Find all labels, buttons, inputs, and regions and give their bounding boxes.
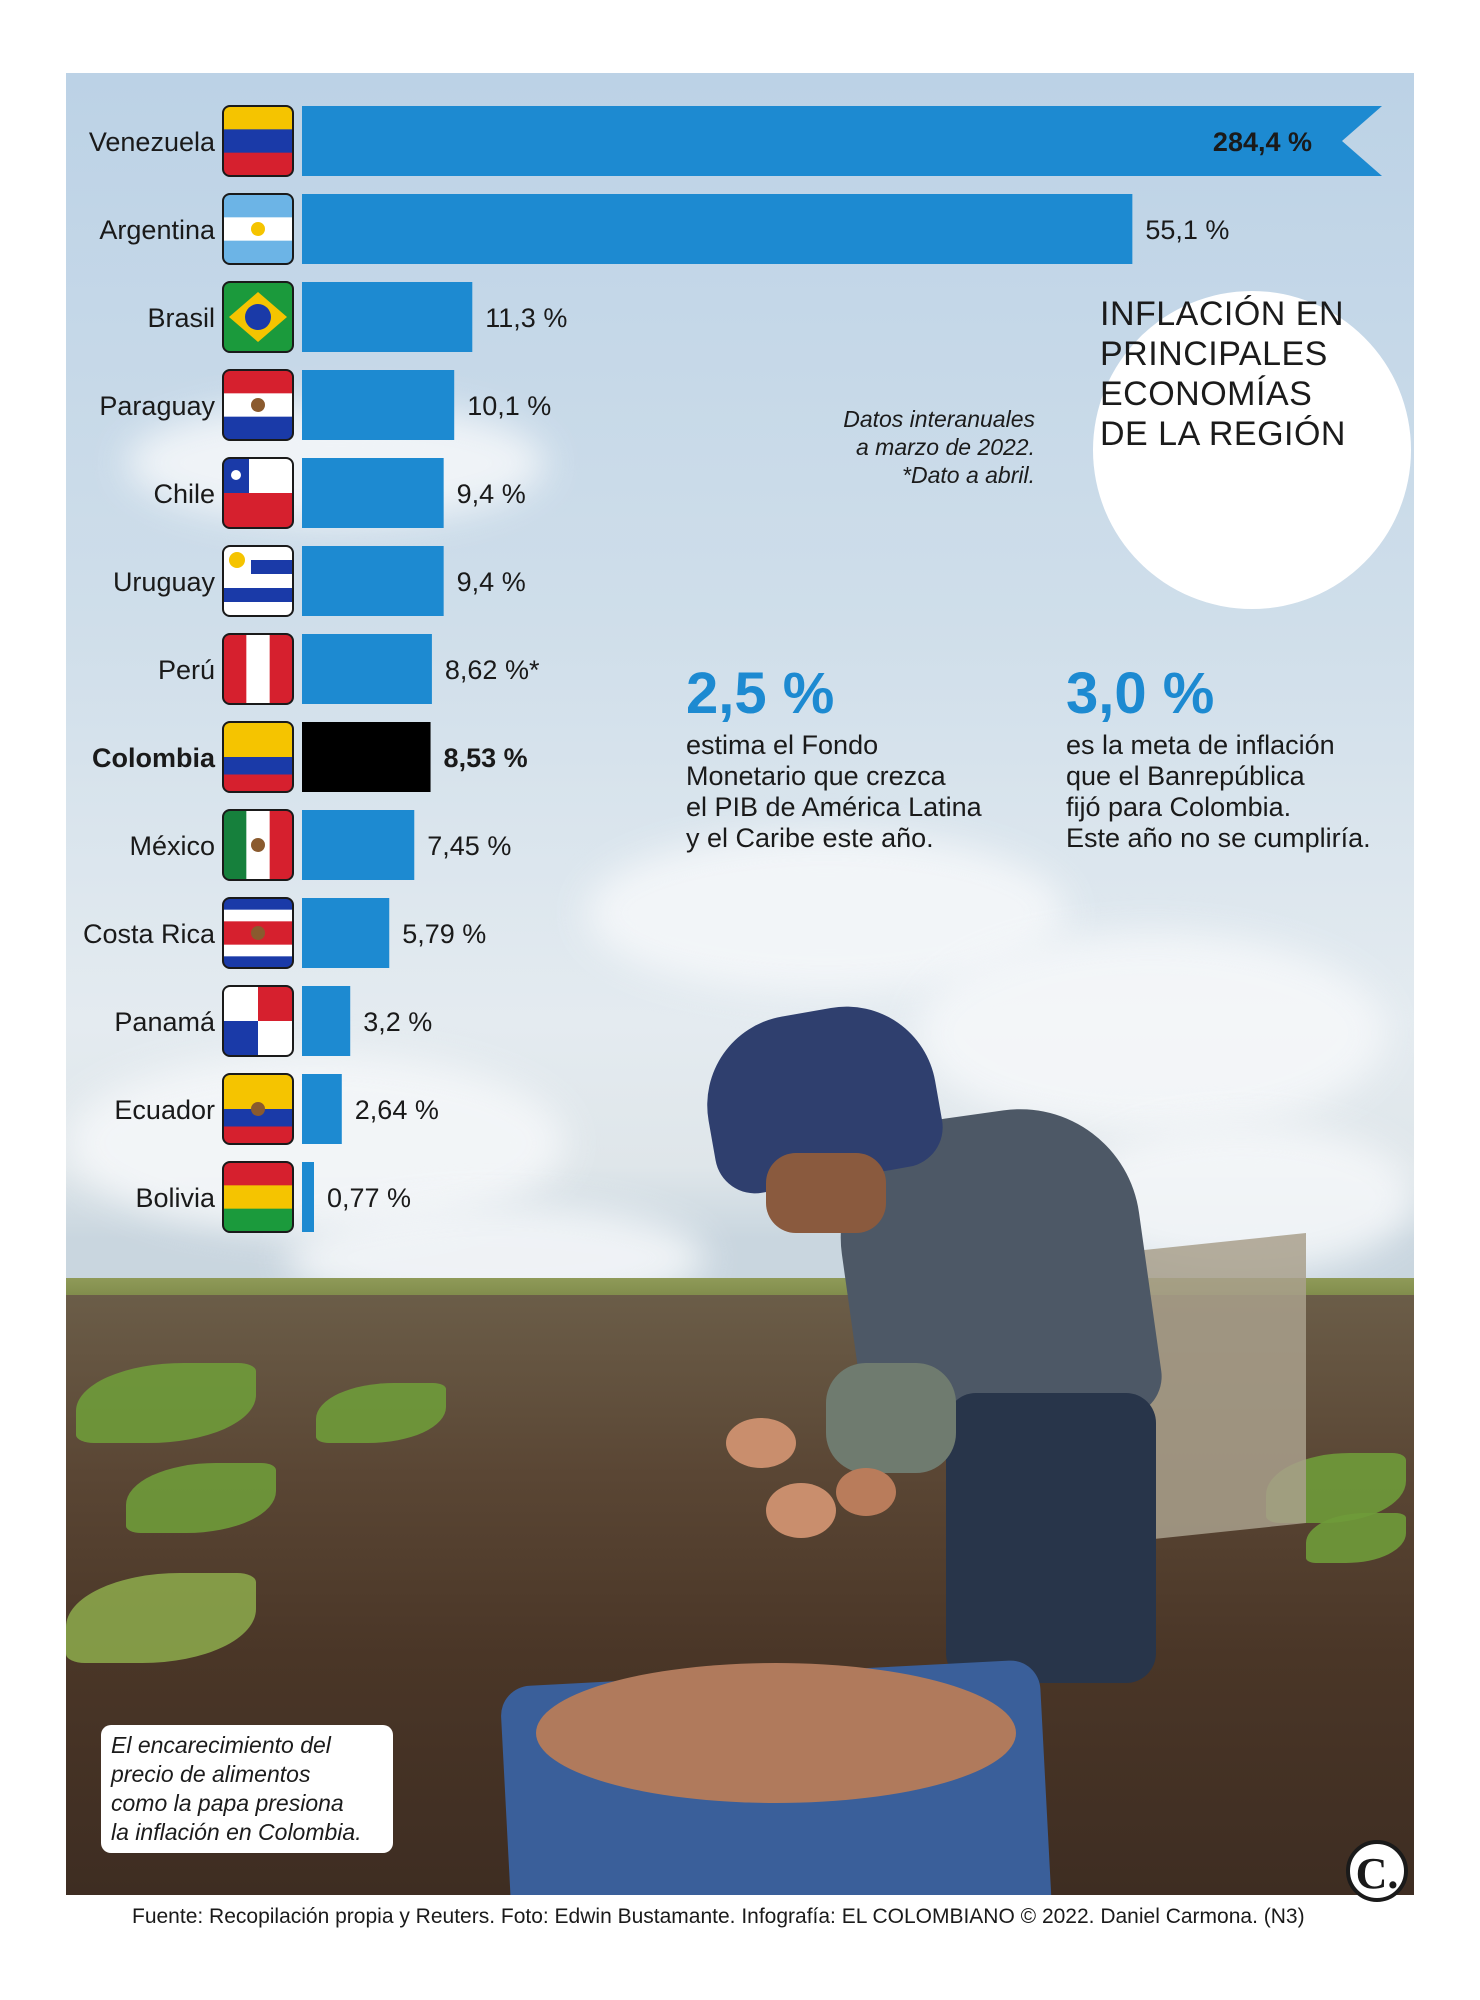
ecuador-flag: [222, 1073, 294, 1145]
chart-title-line: ECONOMÍAS: [1100, 375, 1313, 413]
value-label: 7,45 %: [427, 831, 511, 861]
photo-worker-legs: [946, 1393, 1156, 1683]
peru-flag: [222, 633, 294, 705]
value-label: 9,4 %: [457, 567, 526, 597]
value-label: 8,53 %: [444, 743, 528, 773]
venezuela-flag: [222, 105, 294, 177]
country-label: Paraguay: [99, 391, 215, 421]
bar: [302, 106, 1382, 176]
stat-line: Monetario que crezca: [686, 761, 946, 791]
stat-line: es la meta de inflación: [1066, 730, 1335, 760]
argentina-flag: [222, 193, 294, 265]
stat-line: estima el Fondo: [686, 730, 879, 760]
photo-worker-glove: [826, 1363, 956, 1473]
stat-target-value: 3,0 %: [1066, 661, 1215, 726]
stat-line: que el Banrepública: [1066, 761, 1305, 791]
bar: [302, 1074, 342, 1144]
stat-gdp-value: 2,5 %: [686, 661, 835, 726]
paraguay-flag: [222, 369, 294, 441]
chart-title: INFLACIÓN EN PRINCIPALES ECONOMÍAS DE LA…: [1100, 294, 1360, 454]
source-credit: Fuente: Recopilación propia y Reuters. F…: [132, 1905, 1305, 1928]
chart-title-line: INFLACIÓN EN: [1100, 295, 1345, 333]
value-label: 10,1 %: [467, 391, 551, 421]
bar: [302, 634, 432, 704]
bar: [302, 282, 473, 352]
country-label: Uruguay: [113, 567, 216, 597]
photo-potato: [766, 1483, 836, 1538]
stat-gdp-text: estima el Fondo Monetario que crezca el …: [686, 730, 982, 854]
value-label: 9,4 %: [457, 479, 526, 509]
bar: [302, 722, 431, 792]
stat-line: Este año no se cumpliría.: [1066, 823, 1371, 853]
mexico-flag: [222, 809, 294, 881]
country-label: Brasil: [147, 303, 215, 333]
value-label: 55,1 %: [1145, 215, 1229, 245]
bar: [302, 370, 455, 440]
infographic-panel: Venezuela 284,4 % Argentina 55,1 % Brasil 11,…: [66, 73, 1414, 1895]
country-label: Colombia: [92, 743, 216, 773]
country-label: Bolivia: [135, 1183, 216, 1213]
photo-caption: El encarecimiento del precio de alimento…: [101, 1725, 393, 1853]
costa-rica-flag: [222, 897, 294, 969]
caption-line: precio de alimentos: [111, 1761, 311, 1787]
stat-line: fijó para Colombia.: [1066, 792, 1292, 822]
country-label: Chile: [153, 479, 215, 509]
value-label: 0,77 %: [327, 1183, 411, 1213]
cloud: [916, 933, 1386, 1133]
note-line: a marzo de 2022.: [855, 434, 1035, 460]
country-label: Argentina: [99, 215, 216, 245]
value-label: 3,2 %: [363, 1007, 432, 1037]
stat-line: y el Caribe este año.: [686, 823, 934, 853]
country-label: Perú: [158, 655, 215, 685]
bar: [302, 458, 444, 528]
bar: [302, 1162, 314, 1232]
brasil-flag: [222, 281, 294, 353]
panama-flag: [222, 985, 294, 1057]
caption-line: como la papa presiona: [111, 1790, 344, 1816]
note-line: Datos interanuales: [843, 406, 1035, 432]
value-label: 11,3 %: [485, 303, 567, 333]
value-label: 5,79 %: [402, 919, 486, 949]
value-label: 284,4 %: [1213, 127, 1312, 157]
note-line: *Dato a abril.: [902, 462, 1035, 488]
country-label: Costa Rica: [83, 919, 216, 949]
chart-title-line: DE LA REGIÓN: [1100, 415, 1346, 453]
chart-title-line: PRINCIPALES: [1100, 335, 1328, 373]
country-label: Panamá: [114, 1007, 216, 1037]
photo-worker-face: [766, 1153, 886, 1233]
stat-line: el PIB de América Latina: [686, 792, 982, 822]
uruguay-flag: [222, 545, 294, 617]
bar: [302, 194, 1133, 264]
stat-target-text: es la meta de inflación que el Banrepúbl…: [1066, 730, 1371, 854]
title-circle: [1093, 291, 1411, 609]
country-label: Ecuador: [114, 1095, 215, 1125]
value-label: 8,62 %*: [445, 655, 540, 685]
bar: [302, 546, 444, 616]
caption-line: El encarecimiento del: [111, 1732, 331, 1758]
photo-potato: [726, 1418, 796, 1468]
country-label: México: [129, 831, 215, 861]
bar: [302, 810, 415, 880]
chart-note: Datos interanuales a marzo de 2022. *Dat…: [780, 405, 1035, 489]
photo-potato: [836, 1468, 896, 1516]
colombia-flag: [222, 721, 294, 793]
caption-line: la inflación en Colombia.: [111, 1819, 362, 1845]
el-colombiano-logo: C.: [1346, 1840, 1408, 1902]
bar: [302, 986, 351, 1056]
photo-bucket-potatoes: [536, 1663, 1016, 1803]
bolivia-flag: [222, 1161, 294, 1233]
value-label: 2,64 %: [355, 1095, 439, 1125]
bar-chart: Venezuela 284,4 % Argentina 55,1 % Brasil 11,…: [83, 105, 1382, 1233]
bar: [302, 898, 390, 968]
country-label: Venezuela: [89, 127, 216, 157]
chile-flag: [222, 457, 294, 529]
